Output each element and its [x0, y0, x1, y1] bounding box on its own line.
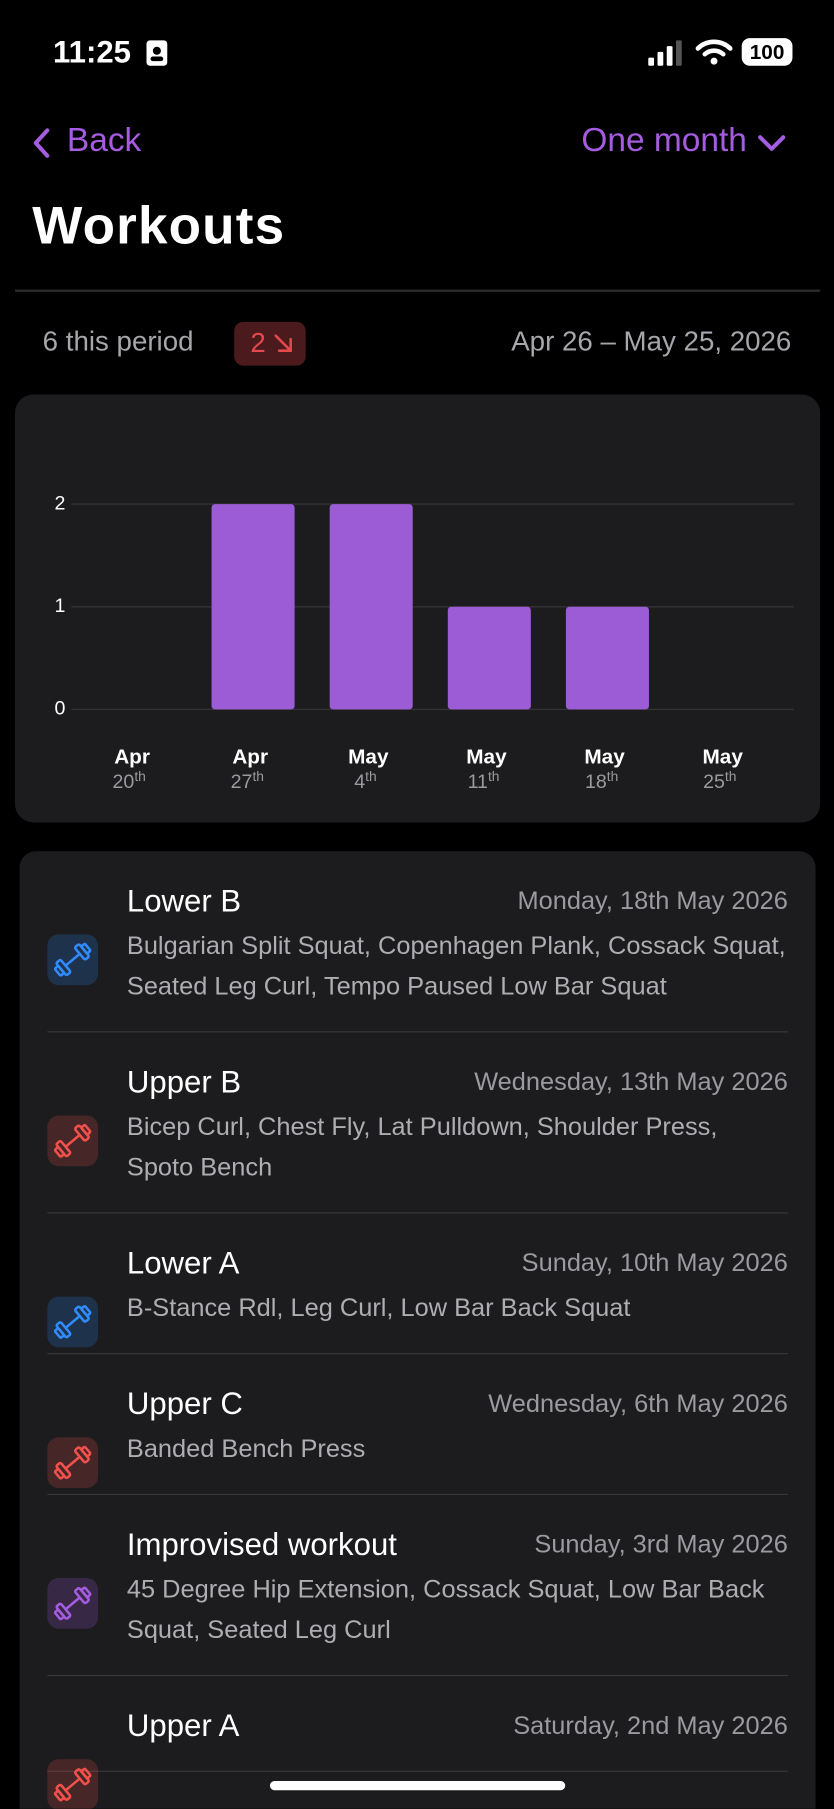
x-tick-suffix: th [488, 768, 500, 784]
workout-list: Lower B Monday, 18th May 2026 Bulgarian Sp… [19, 851, 816, 1809]
workout-name: Lower A [126, 1245, 240, 1281]
workout-date: Saturday, 2nd May 2026 [513, 1710, 788, 1740]
x-tick-label: Apr 27th [231, 746, 274, 793]
workout-name: Upper C [126, 1386, 243, 1422]
dumbbell-icon [53, 942, 92, 977]
x-tick-day: 4 [354, 771, 365, 793]
x-tick-day: 20 [113, 771, 135, 793]
workout-row[interactable]: Improvised workout Sunday, 3rd May 2026 45… [47, 1495, 788, 1677]
divider [14, 289, 821, 292]
wifi-icon [695, 39, 733, 65]
back-button[interactable]: Back [66, 122, 142, 160]
workout-row[interactable]: Lower A Sunday, 10th May 2026 B-Stance Rdl… [47, 1214, 788, 1355]
workout-icon [47, 1115, 99, 1167]
bar [447, 606, 531, 710]
workout-exercises: Bulgarian Split Squat, Copenhagen Plank,… [126, 930, 786, 1001]
workout-icon [47, 1437, 99, 1489]
workout-row[interactable]: Upper B Wednesday, 13th May 2026 Bicep Cur… [47, 1032, 788, 1214]
down-arrow [274, 334, 292, 352]
dumbbell-icon [53, 1123, 92, 1158]
bar [565, 606, 649, 710]
change-value: 2 [250, 327, 266, 359]
bar [329, 504, 413, 710]
status-time: 11:25 [53, 34, 132, 70]
x-tick-suffix: th [365, 768, 377, 784]
workout-date: Monday, 18th May 2026 [517, 885, 788, 915]
signal-icon [648, 40, 682, 66]
x-tick-month: May [584, 746, 630, 769]
y-tick-label: 0 [55, 698, 66, 720]
x-tick-label: May 4th [348, 746, 394, 793]
x-tick-label: May 25th [703, 746, 749, 793]
workout-icon [47, 1578, 99, 1629]
dumbbell-icon [53, 1586, 92, 1621]
x-tick-day: 11 [468, 771, 488, 793]
workout-name: Upper B [126, 1064, 242, 1100]
y-tick-label: 2 [55, 492, 66, 514]
period-count: 6 this period [42, 326, 194, 358]
workout-row[interactable]: Upper C Wednesday, 6th May 2026 Banded Ben… [47, 1354, 788, 1495]
x-tick-day: 27 [231, 771, 253, 793]
page-title: Workouts [32, 194, 286, 255]
x-tick-day: 25 [703, 771, 725, 793]
battery: 100 [741, 38, 793, 66]
x-tick-month: Apr [232, 746, 274, 769]
workout-exercises: Bicep Curl, Chest Fly, Lat Pulldown, Sho… [126, 1112, 718, 1182]
workout-name: Improvised workout [126, 1527, 397, 1562]
workout-date: Wednesday, 13th May 2026 [474, 1067, 788, 1096]
x-tick-label: May 18th [584, 746, 630, 793]
period-selector[interactable]: One month [581, 122, 747, 160]
change-badge: 2 [234, 321, 306, 366]
x-tick-month: May [703, 746, 749, 769]
workout-exercises: B-Stance Rdl, Leg Curl, Low Bar Back Squ… [126, 1293, 631, 1322]
x-tick-month: Apr [114, 746, 155, 769]
x-tick-suffix: th [607, 768, 619, 784]
y-tick-label: 1 [55, 595, 66, 617]
status-icon [146, 40, 168, 66]
period-chevron[interactable] [757, 133, 787, 154]
x-tick-suffix: th [134, 768, 146, 784]
x-tick-suffix: th [725, 768, 737, 784]
workout-icon [47, 1759, 99, 1809]
dumbbell-icon [53, 1445, 92, 1480]
workout-date: Wednesday, 6th May 2026 [488, 1388, 788, 1418]
dumbbell-icon [53, 1767, 92, 1802]
dumbbell-icon [53, 1305, 92, 1339]
workout-date: Sunday, 10th May 2026 [521, 1248, 788, 1277]
back-chevron[interactable] [30, 127, 53, 162]
x-tick-day: 18 [585, 771, 607, 793]
workout-row[interactable]: Lower B Monday, 18th May 2026 Bulgarian Sp… [47, 851, 788, 1033]
workout-row[interactable]: Upper A Saturday, 2nd May 2026 [47, 1676, 788, 1809]
workout-name: Lower B [126, 883, 242, 919]
bar [211, 504, 295, 710]
workout-date: Sunday, 3rd May 2026 [534, 1529, 788, 1559]
x-tick-label: Apr 20th [113, 746, 156, 793]
chart-card: 0 1 2 Apr 20th Apr 27th May 4th May 11th May 18… [14, 394, 821, 823]
workout-name: Upper A [126, 1708, 240, 1743]
workout-exercises: 45 Degree Hip Extension, Cossack Squat, … [126, 1574, 765, 1644]
x-tick-month: May [348, 746, 394, 769]
workout-icon [47, 1296, 99, 1348]
x-tick-suffix: th [252, 768, 264, 784]
date-range: Apr 26 – May 25, 2026 [511, 326, 792, 358]
home-indicator [269, 1781, 566, 1791]
workout-exercises: Banded Bench Press [126, 1433, 366, 1463]
workout-icon [47, 934, 99, 986]
x-tick-label: May 11th [466, 746, 512, 793]
x-tick-month: May [466, 746, 512, 769]
